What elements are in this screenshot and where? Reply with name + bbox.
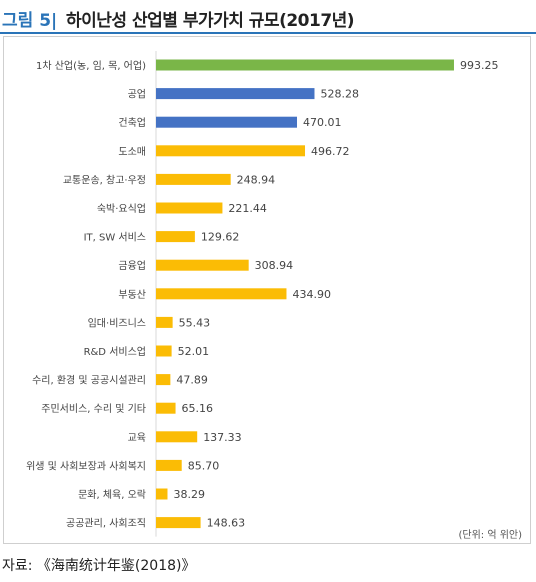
bar <box>156 431 198 443</box>
chart-frame <box>3 36 531 544</box>
value-label: 434.90 <box>292 288 331 301</box>
title-divider <box>0 32 536 34</box>
bar <box>156 202 223 214</box>
bar <box>156 259 249 271</box>
bar <box>156 145 306 157</box>
category-label: 금융업 <box>118 259 146 272</box>
unit-note: (단위: 억 위안) <box>458 530 522 541</box>
category-label: 공공관리, 사회조직 <box>66 518 146 530</box>
value-label: 55.43 <box>179 316 211 329</box>
value-label: 248.94 <box>237 173 276 186</box>
bar <box>156 402 176 414</box>
value-label: 221.44 <box>228 202 267 215</box>
value-label: 528.28 <box>320 88 359 101</box>
category-label: 공업 <box>128 88 146 101</box>
bar <box>156 517 201 529</box>
figure-header: 그림 5| 하이난성 산업별 부가가치 규모(2017년) <box>0 0 536 34</box>
value-label: 496.72 <box>311 145 350 158</box>
bar <box>156 231 195 243</box>
bar <box>156 488 168 500</box>
category-label: 임대·비즈니스 <box>88 316 146 329</box>
value-label: 38.29 <box>173 488 205 501</box>
value-label: 137.33 <box>203 431 242 444</box>
bar <box>156 116 298 128</box>
category-label: 위생 및 사회보장과 사회복지 <box>26 459 146 472</box>
bar <box>156 374 171 386</box>
category-label: R&D 서비스업 <box>84 345 146 358</box>
value-label: 47.89 <box>176 374 208 387</box>
category-label: 1차 산업(농, 임, 목, 어업) <box>36 59 146 72</box>
category-label: IT, SW 서비스 <box>84 232 146 244</box>
value-label: 308.94 <box>255 259 294 272</box>
bar <box>156 288 287 300</box>
bar <box>156 88 315 100</box>
category-label: 수리, 환경 및 공공시설관리 <box>32 374 146 387</box>
value-label: 52.01 <box>178 345 210 358</box>
category-label: 문화, 체육, 오락 <box>78 489 146 501</box>
figure-label: 그림 5| <box>2 11 58 31</box>
category-label: 교육 <box>128 432 146 444</box>
value-label: 85.70 <box>188 459 220 472</box>
source-note: 자료: 《海南统计年鉴(2018)》 <box>2 558 196 574</box>
value-label: 148.63 <box>207 517 246 530</box>
figure-title: 하이난성 산업별 부가가치 규모(2017년) <box>66 11 355 31</box>
category-label: 숙박·요식업 <box>97 202 146 215</box>
category-label: 도소매 <box>118 146 146 158</box>
bar <box>156 316 173 328</box>
category-label: 교통운송, 창고·우정 <box>63 174 146 186</box>
value-label: 65.16 <box>182 402 214 415</box>
category-label: 주민서비스, 수리 및 기타 <box>41 403 146 415</box>
value-label: 993.25 <box>460 59 499 72</box>
value-label: 470.01 <box>303 116 342 129</box>
value-label: 129.62 <box>201 231 240 244</box>
bar <box>156 59 454 71</box>
category-label: 부동산 <box>118 289 146 301</box>
category-label: 건축업 <box>118 116 146 129</box>
bar <box>156 173 231 185</box>
bar <box>156 345 172 357</box>
bar <box>156 459 182 471</box>
